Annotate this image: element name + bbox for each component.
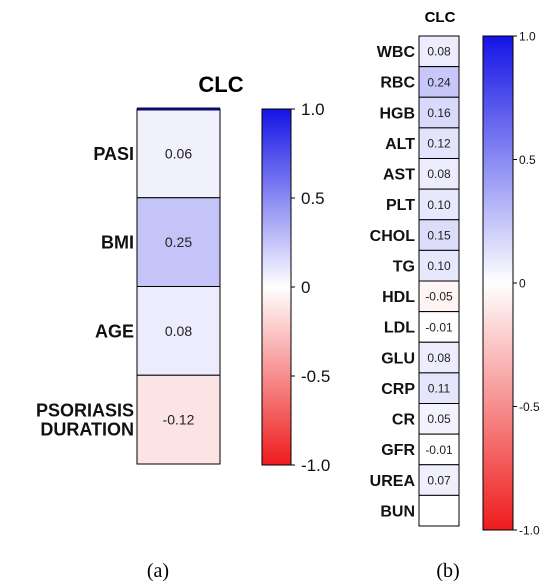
panel-b-colorbar [482,35,514,531]
cell-value-label: -0.12 [163,412,195,428]
heatmap-cell [418,35,460,68]
cell-value-label: -0.01 [425,443,453,457]
heatmap-cell [418,188,460,221]
category-label: ALT [385,136,415,153]
heatmap-cell [418,66,460,98]
cell-value-label: 0.06 [165,145,192,161]
panel-b-caption: (b) [436,560,459,582]
category-label: UREA [370,473,416,490]
heatmap-cell [418,372,460,404]
heatmap-cell [136,286,221,376]
category-label: GLU [381,350,415,367]
category-label: RBC [380,75,415,92]
cell-value-label: 0.08 [427,167,451,181]
heatmap-cell [418,96,460,129]
panel-b-title: CLC [425,9,456,26]
heatmap-cell [136,108,221,199]
category-label: WBC [377,44,416,61]
colorbar-tick-label: -0.5 [519,400,540,414]
heatmap-cell [136,374,221,465]
category-label: TG [393,258,415,275]
colorbar-tick-label: 0 [519,276,526,290]
colorbar-tick-label: 0.5 [519,153,536,167]
cell-value-label: 0.24 [427,75,451,89]
cell-value-label: 0.16 [427,106,451,120]
category-label: LDL [384,320,415,337]
heatmap-cell [418,127,460,159]
panel-a-caption: (a) [147,560,169,582]
category-label: CHOL [370,228,416,245]
cell-value-label: 0.05 [427,412,451,426]
cell-value-label: 0.08 [427,351,451,365]
cell-value-label: 0.15 [427,228,451,242]
cell-value-label: -0.01 [425,320,453,334]
heatmap-cell [418,433,460,466]
colorbar-tick-label: -1.0 [301,456,330,475]
cell-value-label: 0.10 [427,259,451,273]
cell-value-label: 0.12 [427,137,451,151]
heatmap-cell [418,464,460,496]
heatmap-cell [418,311,460,343]
colorbar-tick-label: 1.0 [519,29,536,43]
category-label: PLT [386,197,415,214]
cell-value-label: 0.10 [427,198,451,212]
category-label: AGE [95,321,134,341]
category-label: BMI [101,233,134,253]
panel-a-title: CLC [198,72,243,97]
heatmap-panel-b: CLC WBC RBC HGB ALT AST PLT CHOL TG HDL LDL GLU CRP… [370,9,540,582]
category-label: PSORIASIS DURATION [36,401,134,440]
category-label: HGB [379,105,415,122]
colorbar-tick-label: 0.5 [301,189,325,208]
cell-value-label: 0.07 [427,473,451,487]
cell-value-label: 0.08 [427,45,451,59]
cell-value-label: 0.11 [428,382,451,396]
heatmap-cell [418,494,460,527]
colorbar-tick-label: -0.5 [301,367,330,386]
heatmap-panel-a: CLC PASI BMI AGE PSORIASIS DURATION 0.06 0.25… [36,72,330,582]
colorbar-tick-label: 0 [301,278,310,297]
heatmap-cell [418,280,460,313]
category-label: HDL [382,289,415,306]
heatmap-cell [418,341,460,374]
category-label: PASI [93,144,134,164]
colorbar-tick-label: 1.0 [301,100,325,119]
cell-value-label: -0.05 [425,290,453,304]
category-label: CR [392,412,416,429]
panel-a-colorbar [261,108,292,466]
category-label: GFR [381,442,415,459]
colorbar-tick-label: -1.0 [519,523,540,537]
category-label: CRP [381,381,415,398]
category-label: BUN [380,503,415,520]
heatmap-cell [136,197,221,287]
heatmap-cell [418,403,460,435]
heatmap-cell [418,249,460,282]
category-label: AST [383,167,415,184]
cell-value-label: 0.08 [165,323,192,339]
cell-value-label: 0.25 [165,234,192,250]
